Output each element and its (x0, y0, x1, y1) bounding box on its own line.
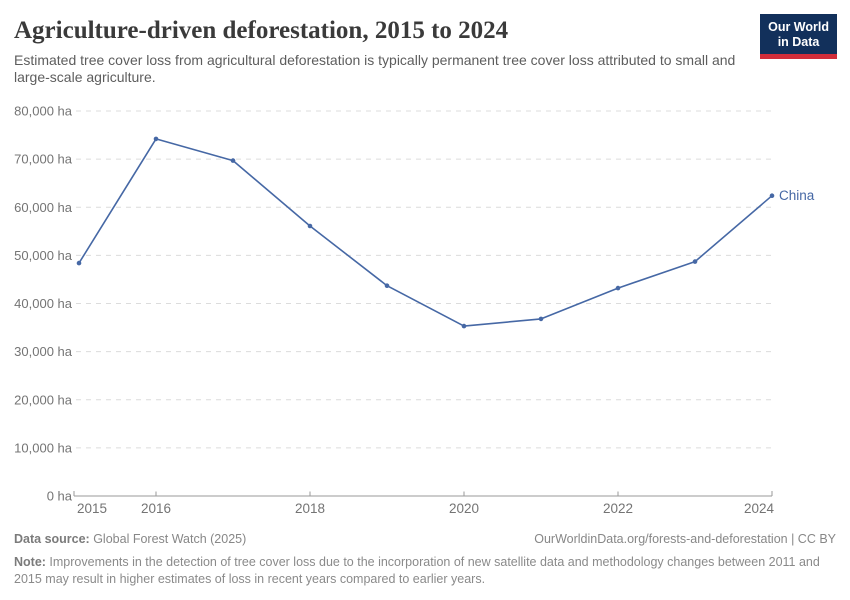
owid-logo-line2: in Data (777, 35, 820, 49)
x-axis-tick-label: 2018 (295, 501, 325, 516)
data-source-label: Data source: (14, 532, 90, 546)
owid-logo[interactable]: Our World in Data (760, 14, 837, 59)
chart-subtitle: Estimated tree cover loss from agricultu… (14, 52, 736, 85)
data-point-marker[interactable] (538, 316, 544, 322)
y-axis-tick-label: 20,000 ha (14, 392, 73, 407)
note-text: Improvements in the detection of tree co… (14, 555, 820, 586)
trend-line-china[interactable] (78, 138, 773, 327)
data-point-marker[interactable] (615, 285, 621, 291)
y-axis-tick-label: 40,000 ha (14, 296, 73, 311)
data-point-marker[interactable] (692, 259, 698, 264)
data-point-marker[interactable] (769, 193, 775, 198)
x-axis-tick-label: 2024 (744, 501, 775, 516)
data-point-marker[interactable] (307, 223, 313, 229)
y-axis-tick-label: 80,000 ha (14, 104, 73, 119)
y-axis-tick-label: 10,000 ha (14, 440, 73, 455)
chart-note: Note: Improvements in the detection of t… (14, 554, 838, 588)
y-axis-tick-label: 30,000 ha (14, 344, 73, 359)
owid-logo-line1: Our World (768, 20, 829, 34)
data-point-marker[interactable] (76, 260, 82, 266)
x-axis-tick-label: 2016 (141, 501, 171, 516)
page-title: Agriculture-driven deforestation, 2015 t… (14, 17, 509, 44)
x-axis-tick-label: 2020 (449, 501, 479, 516)
y-axis-tick-label: 0 ha (47, 489, 73, 504)
data-point-marker[interactable] (384, 283, 390, 289)
y-axis-tick-label: 70,000 ha (14, 152, 73, 167)
x-axis-tick-label: 2022 (603, 501, 633, 516)
data-point-marker[interactable] (461, 323, 467, 329)
note-label: Note: (14, 555, 46, 569)
y-axis-tick-label: 50,000 ha (14, 248, 73, 263)
y-axis-tick-label: 60,000 ha (14, 200, 73, 215)
data-source-value: Global Forest Watch (2025) (89, 532, 247, 546)
x-axis-tick-label: 2015 (77, 501, 107, 516)
data-point-marker[interactable] (153, 136, 159, 142)
owid-link[interactable]: OurWorldinData.org/forests-and-deforesta… (534, 532, 836, 546)
data-point-marker[interactable] (230, 158, 236, 163)
series-label-china[interactable]: China (779, 188, 815, 203)
data-source: Data source: Global Forest Watch (2025) (14, 532, 246, 546)
chart-footer: Data source: Global Forest Watch (2025) … (14, 532, 836, 546)
